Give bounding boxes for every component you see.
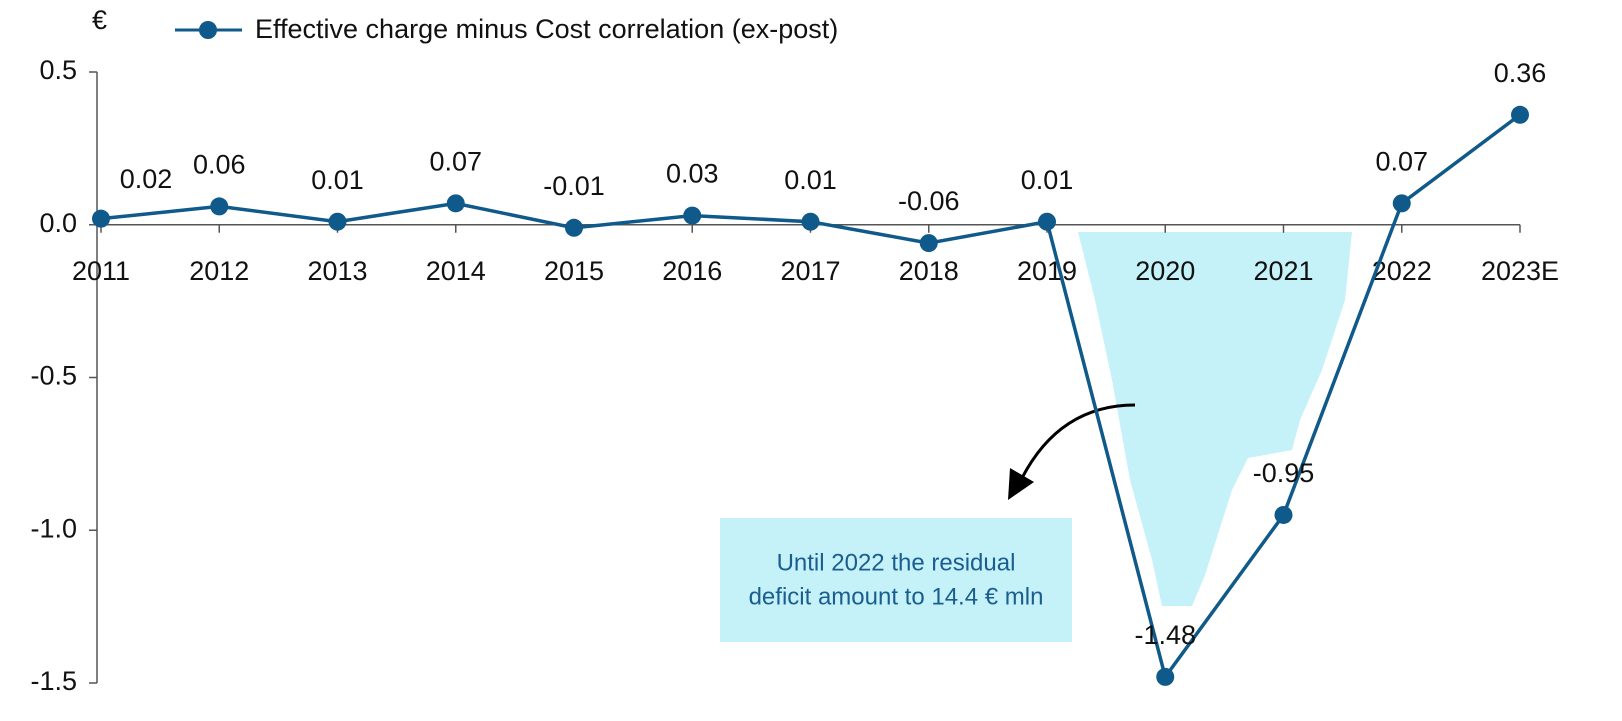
value-label: -0.01 <box>543 171 605 201</box>
value-label: 0.03 <box>666 159 719 189</box>
value-label: 0.06 <box>193 150 246 180</box>
point <box>801 212 820 231</box>
x-tick-label: 2020 <box>1135 256 1195 286</box>
annotation: deficit amount to 14.4 € mln <box>749 583 1044 610</box>
point <box>92 209 110 228</box>
point <box>210 197 229 216</box>
y-tick-label: -1.5 <box>30 666 77 696</box>
x-tick-label: 2014 <box>426 256 486 286</box>
value-label: 0.07 <box>429 146 482 176</box>
value-label: 0.36 <box>1494 58 1547 88</box>
x-tick-label: 2015 <box>544 256 604 286</box>
value-label: -0.06 <box>898 186 960 216</box>
point <box>1274 505 1293 524</box>
annotation: Until 2022 the residual <box>777 549 1016 576</box>
x-tick-label: 2011 <box>72 256 130 286</box>
point <box>1038 212 1056 231</box>
x-tick-label: 2017 <box>780 256 840 286</box>
x-tick-label: 2012 <box>189 256 249 286</box>
y-tick-label: 0.5 <box>39 55 77 85</box>
x-tick-label: 2016 <box>662 256 722 286</box>
y-tick-label: -0.5 <box>30 361 77 391</box>
arrow <box>1020 403 1136 479</box>
y-tick-label: 0.0 <box>39 208 77 238</box>
point <box>565 218 583 237</box>
x-tick-label: 2018 <box>899 256 959 286</box>
value-label: 0.01 <box>1021 165 1074 195</box>
point <box>1392 194 1411 213</box>
annotation-box <box>720 518 1072 642</box>
value-label: -1.48 <box>1134 620 1196 650</box>
x-tick-label: 2013 <box>307 256 367 286</box>
point <box>446 194 465 213</box>
x-tick-label: 2019 <box>1017 256 1077 286</box>
point <box>683 206 702 225</box>
y-tick-label: -1.0 <box>30 513 77 543</box>
x-tick-label: 2021 <box>1253 256 1313 286</box>
x-tick-label: 2023E <box>1481 256 1559 286</box>
legend-label: Effective charge minus Cost correlation … <box>255 14 838 44</box>
value-label: 0.02 <box>120 164 173 194</box>
arrow-head <box>1008 468 1034 500</box>
legend-marker <box>199 21 217 39</box>
value-label: 0.01 <box>311 165 364 195</box>
value-label: 0.07 <box>1375 146 1428 176</box>
legend: Effective charge minus Cost correlation … <box>175 14 838 44</box>
unit-label: € <box>92 5 107 35</box>
deficit-area <box>1078 232 1352 606</box>
point <box>1511 105 1529 124</box>
value-label: 0.01 <box>784 165 837 195</box>
value-label: -0.95 <box>1253 458 1315 488</box>
point <box>328 212 347 231</box>
point <box>1156 667 1175 686</box>
point <box>919 234 938 253</box>
